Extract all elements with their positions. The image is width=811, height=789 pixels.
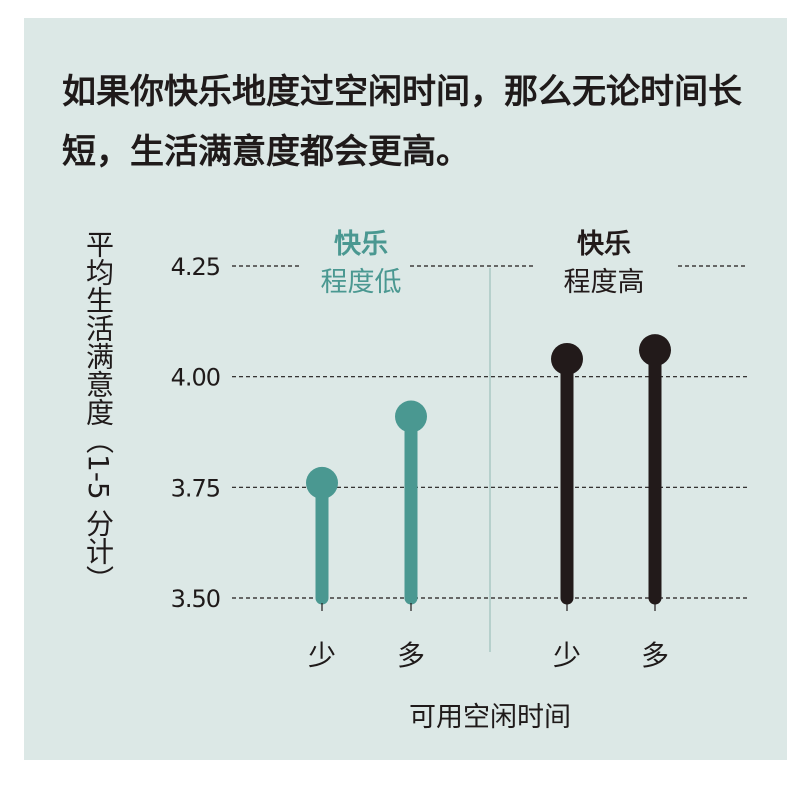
group-1-subtitle: 程度低 (321, 267, 402, 298)
y-tick-label-4.00: 4.00 (171, 364, 220, 392)
x-tick-label-group1-1: 少 (308, 639, 336, 672)
y-tick-label-3.75: 3.75 (171, 474, 220, 502)
x-tick-label-group2-1: 少 (553, 639, 581, 672)
x-tick-label-group2-2: 多 (641, 639, 669, 672)
headline: 如果你快乐地度过空闲时间，那么无论时间长短，生活满意度都会更高。 (62, 72, 742, 172)
point-group2-1 (551, 342, 583, 375)
y-tick-label-3.50: 3.50 (171, 585, 220, 613)
point-group1-1 (306, 466, 338, 499)
group-1-title: 快乐 (334, 229, 388, 260)
y-axis-label: 平均生活满意度（1-5 分计） (82, 230, 115, 593)
point-group2-2 (639, 334, 671, 367)
x-axis-label: 可用空闲时间 (409, 702, 571, 733)
x-tick-label-group1-2: 多 (397, 639, 425, 672)
point-group1-2 (395, 400, 427, 433)
group-2-subtitle: 程度高 (564, 267, 645, 298)
group-2-title: 快乐 (577, 229, 631, 260)
y-tick-label-4.25: 4.25 (171, 253, 220, 281)
